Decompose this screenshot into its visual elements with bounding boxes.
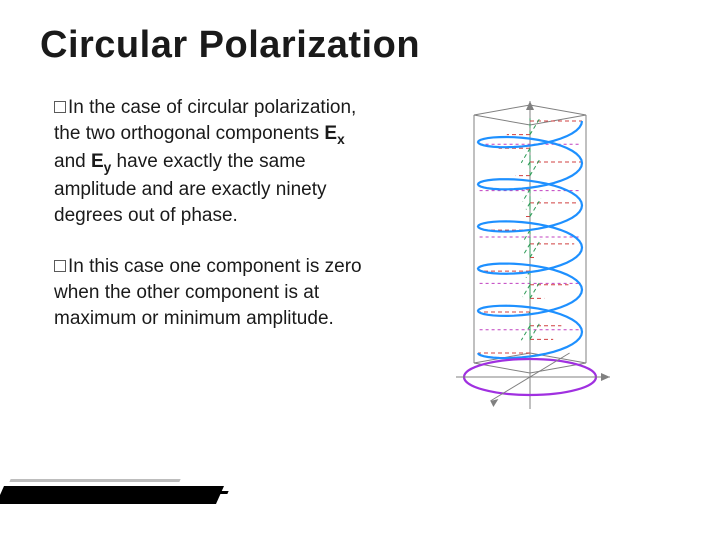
bullet-1-ey-base: E xyxy=(91,151,104,172)
bullet-1-pre: In xyxy=(68,97,84,118)
polarization-diagram xyxy=(420,101,640,421)
slide-title: Circular Polarization xyxy=(40,24,680,67)
content-row: In the case of circular polarization, th… xyxy=(40,95,680,421)
text-column: In the case of circular polarization, th… xyxy=(40,95,380,421)
slide: Circular Polarization In the case of cir… xyxy=(0,0,720,540)
bullet-1-mid: and xyxy=(54,151,91,172)
bullet-1-rest: the case of circular polarization, the t… xyxy=(54,97,356,144)
decoration-bar xyxy=(9,479,180,482)
bullet-2: In this case one component is zero when … xyxy=(54,254,380,331)
corner-decoration xyxy=(0,444,240,504)
bullet-1-ex-base: E xyxy=(324,123,337,144)
bullet-2-rest: this case one component is zero when the… xyxy=(54,256,362,328)
decoration-bar xyxy=(0,486,224,504)
diagram-column xyxy=(380,95,680,421)
bullet-marker-icon xyxy=(54,260,66,272)
bullet-1-ex-sub: x xyxy=(337,131,345,146)
bullet-2-pre: In xyxy=(68,256,84,277)
bullet-1: In the case of circular polarization, th… xyxy=(54,95,380,228)
bullet-marker-icon xyxy=(54,101,66,113)
